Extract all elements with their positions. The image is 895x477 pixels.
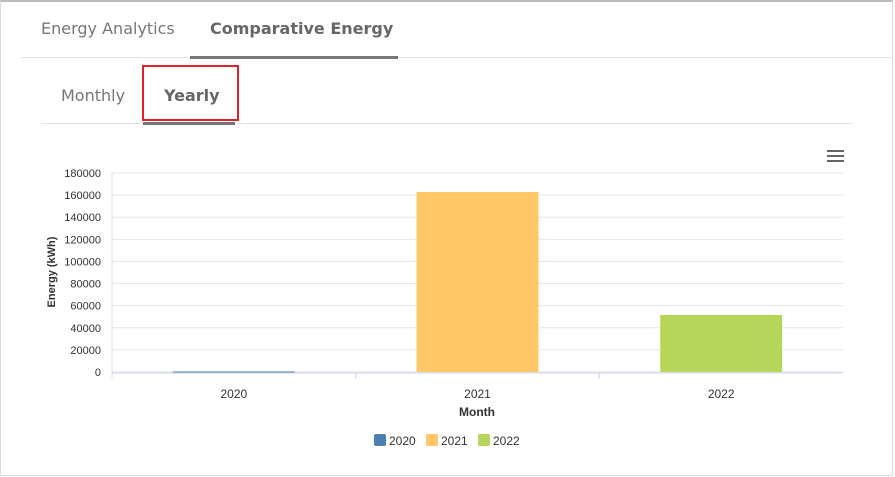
bar-2021 (416, 192, 539, 372)
y-tick-label: 80000 (70, 279, 101, 291)
y-tick-label: 180000 (64, 168, 101, 180)
subtab-yearly[interactable]: Yearly (164, 86, 220, 105)
bar-2020 (172, 371, 295, 373)
legend-swatch-2022 (478, 434, 490, 446)
x-tick-label: 2021 (464, 387, 491, 401)
active-tab-underline (190, 56, 398, 59)
subtab-monthly[interactable]: Monthly (61, 86, 126, 105)
tab-comparative-energy[interactable]: Comparative Energy (210, 19, 394, 38)
x-axis-title: Month (459, 405, 495, 419)
y-tick-label: 100000 (64, 256, 101, 268)
legend-swatch-2021 (426, 434, 438, 446)
y-tick-label: 20000 (70, 345, 101, 357)
y-tick-label: 0 (95, 367, 101, 379)
legend-item-2020[interactable]: 2020 (389, 434, 416, 448)
x-tick-label: 2022 (708, 387, 735, 401)
tabs-divider (21, 57, 893, 58)
y-tick-label: 160000 (64, 190, 101, 202)
y-tick-label: 120000 (64, 234, 101, 246)
chart-menu-icon[interactable] (827, 150, 844, 165)
x-tick-label: 2020 (220, 387, 247, 401)
y-tick-label: 140000 (64, 212, 101, 224)
highlight-box (142, 65, 239, 121)
y-tick-label: 40000 (70, 323, 101, 335)
tab-energy-analytics[interactable]: Energy Analytics (41, 19, 175, 38)
y-axis-title: Energy (kWh) (46, 236, 58, 307)
legend-item-2022[interactable]: 2022 (493, 434, 520, 448)
bar-2022 (660, 314, 783, 372)
active-subtab-underline (143, 122, 235, 125)
legend-item-2021[interactable]: 2021 (441, 434, 468, 448)
y-tick-label: 60000 (70, 301, 101, 313)
legend-swatch-2020 (374, 434, 386, 446)
subtabs-divider (41, 123, 853, 124)
